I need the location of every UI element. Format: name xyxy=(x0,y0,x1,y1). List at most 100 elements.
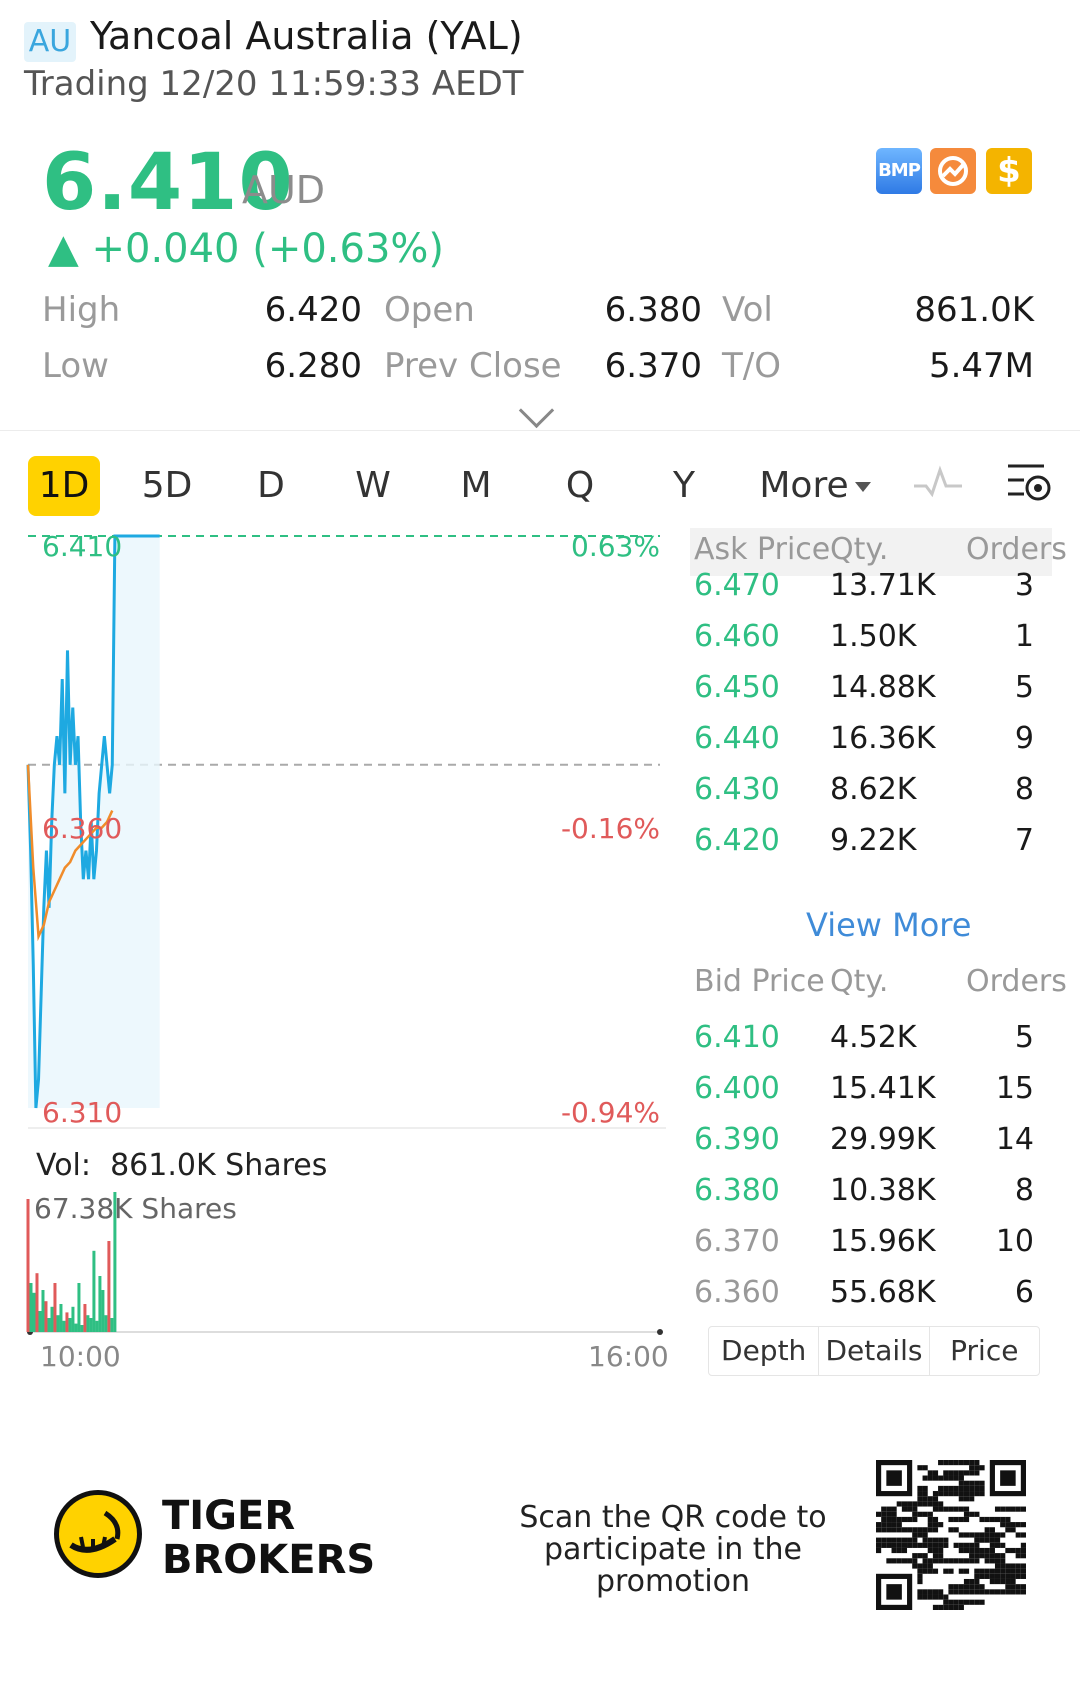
ask-price: 6.430 xyxy=(694,772,780,807)
broker-glyph-icon xyxy=(938,156,968,186)
volume-bar xyxy=(77,1283,81,1332)
market-badge: AU xyxy=(24,22,76,62)
tab-price[interactable]: Price xyxy=(950,1334,1019,1367)
volume-bar xyxy=(35,1273,39,1332)
volume-bar xyxy=(59,1304,63,1332)
indicator-icon[interactable] xyxy=(912,460,964,506)
stock-title: Yancoal Australia (YAL) xyxy=(90,14,523,58)
volume-bar xyxy=(89,1318,93,1332)
ask-qty: 1.50K xyxy=(830,619,917,654)
tab-more[interactable]: More xyxy=(758,456,872,516)
tab-1d[interactable]: 1D xyxy=(28,456,100,516)
tab-m[interactable]: M xyxy=(460,465,492,506)
ask-qty: 9.22K xyxy=(830,823,917,858)
avg-price-line xyxy=(26,764,114,942)
volume-bar xyxy=(44,1301,48,1332)
volume-bar xyxy=(68,1318,72,1332)
tab-w[interactable]: W xyxy=(355,465,391,506)
tab-d[interactable]: D xyxy=(257,465,285,506)
volume-bar xyxy=(86,1315,90,1332)
volume-bar xyxy=(50,1306,54,1332)
bid-orders: 15 xyxy=(995,1071,1034,1106)
volume-bar xyxy=(62,1320,66,1332)
bid-orders: 8 xyxy=(1014,1173,1034,1208)
volume-bar xyxy=(104,1315,108,1332)
ask-orders: 7 xyxy=(1014,823,1034,858)
ask-qty: 13.71K xyxy=(830,568,936,603)
x-label-end: 16:00 xyxy=(588,1340,669,1373)
high-label: High xyxy=(42,290,121,330)
expand-chevron-icon[interactable] xyxy=(518,392,555,429)
volume-bar xyxy=(110,1318,114,1332)
ask-header-bg xyxy=(690,528,1052,576)
ask-qty: 16.36K xyxy=(830,721,936,756)
orderbook-tabs: Depth Details Price xyxy=(708,1326,1040,1376)
high-value: 6.420 xyxy=(264,290,362,330)
turnover-value: 5.47M xyxy=(928,346,1034,386)
view-more-link[interactable]: View More xyxy=(806,906,972,944)
open-label: Open xyxy=(384,290,475,330)
volume-bar xyxy=(38,1311,42,1332)
chart-settings-icon[interactable] xyxy=(1004,458,1054,508)
volume-bar xyxy=(92,1250,96,1332)
prev-close-label: Prev Close xyxy=(384,346,562,386)
volume-bar xyxy=(71,1306,75,1332)
tab-y[interactable]: Y xyxy=(673,465,695,506)
qr-code[interactable] xyxy=(876,1460,1026,1610)
dollar-icon[interactable]: $ xyxy=(986,148,1032,194)
bid-price: 6.390 xyxy=(694,1122,780,1157)
bid-qty: 15.96K xyxy=(830,1224,936,1259)
divider xyxy=(0,430,1080,431)
volume-bar xyxy=(113,1192,117,1332)
tab-5d[interactable]: 5D xyxy=(141,465,193,506)
price-line xyxy=(26,534,160,1109)
ask-orders: 8 xyxy=(1014,772,1034,807)
broker-icon[interactable] xyxy=(930,148,976,194)
volume-bar xyxy=(101,1290,105,1332)
currency-label: AUD xyxy=(242,168,326,212)
volume-bar xyxy=(29,1283,33,1332)
tab-more-label: More xyxy=(759,465,849,506)
volume-label: Vol: xyxy=(36,1148,91,1183)
ask-price: 6.450 xyxy=(694,670,780,705)
tiger-stripes-icon xyxy=(69,1510,121,1553)
tiger-logo-icon xyxy=(54,1490,142,1578)
volume-bar xyxy=(107,1241,111,1332)
y-label-bottom-right: -0.94% xyxy=(560,1096,660,1129)
brand-name: TIGER BROKERS xyxy=(162,1494,375,1582)
ask-qty: 14.88K xyxy=(830,670,936,705)
volume-bar xyxy=(80,1325,84,1332)
tab-details[interactable]: Details xyxy=(819,1327,930,1375)
bid-orders: 6 xyxy=(1014,1275,1034,1310)
ask-orders: 1 xyxy=(1014,619,1034,654)
bid-price: 6.410 xyxy=(694,1020,780,1055)
scan-caption: Scan the QR code to participate in the pr… xyxy=(488,1502,858,1598)
y-label-mid-right: -0.16% xyxy=(560,812,660,845)
bid-price: 6.360 xyxy=(694,1275,780,1310)
volume-max-label: 67.38K Shares xyxy=(34,1192,237,1225)
ask-price: 6.420 xyxy=(694,823,780,858)
tab-q[interactable]: Q xyxy=(565,465,595,506)
bid-price: 6.370 xyxy=(694,1224,780,1259)
low-value: 6.280 xyxy=(264,346,362,386)
ask-price-header: Ask Price xyxy=(694,532,831,567)
bmp-icon[interactable]: BMP xyxy=(876,148,922,194)
volume-total: 861.0K Shares xyxy=(110,1148,328,1183)
bid-qty: 29.99K xyxy=(830,1122,936,1157)
tab-depth[interactable]: Depth xyxy=(709,1327,820,1375)
trading-status: Trading 12/20 11:59:33 AEDT xyxy=(24,64,524,104)
open-value: 6.380 xyxy=(604,290,702,330)
brand-line2: BROKERS xyxy=(162,1537,376,1583)
volume-bar xyxy=(47,1318,51,1332)
turnover-label: T/O xyxy=(722,346,781,386)
bid-qty-header: Qty. xyxy=(830,964,889,999)
bid-price: 6.400 xyxy=(694,1071,780,1106)
intraday-chart[interactable] xyxy=(0,520,670,1350)
volume-bar xyxy=(74,1323,78,1332)
scan-line2: participate in the promotion xyxy=(544,1532,802,1599)
volume-bar xyxy=(26,1199,30,1332)
ask-price: 6.470 xyxy=(694,568,780,603)
y-label-top-right: 0.63% xyxy=(571,530,660,563)
ask-orders-header: Orders xyxy=(966,532,1067,567)
vol-value: 861.0K xyxy=(914,290,1034,330)
